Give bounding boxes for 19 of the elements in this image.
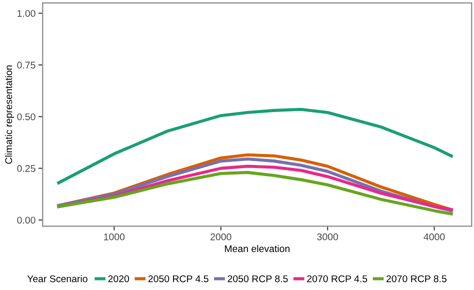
legend-label: 2050 RCP 8.5	[228, 275, 288, 282]
y-axis-title: Climatic representation	[4, 65, 14, 164]
x-tick-label: 1000	[104, 233, 125, 240]
y-tick-label: 0.50	[17, 113, 36, 120]
legend-label: 2070 RCP 4.5	[307, 275, 368, 282]
legend-label: 2050 RCP 4.5	[148, 275, 208, 282]
x-tick-label: 2000	[210, 233, 232, 240]
y-tick-label: 0.00	[17, 216, 36, 224]
x-axis-title: Mean elevation	[224, 244, 290, 252]
legend-label: 2070 RCP 8.5	[386, 275, 447, 282]
y-tick-label: 0.75	[17, 62, 36, 69]
line-series	[57, 170, 453, 216]
legend-label: 2020	[108, 275, 130, 282]
legend-title: Year Scenario	[27, 275, 88, 282]
y-tick-label: 0.25	[17, 165, 36, 172]
line-series	[57, 108, 453, 184]
y-tick-label: 1.00	[18, 10, 36, 17]
x-tick-label: 3000	[317, 233, 338, 240]
x-tick-label: 4000	[424, 233, 445, 240]
